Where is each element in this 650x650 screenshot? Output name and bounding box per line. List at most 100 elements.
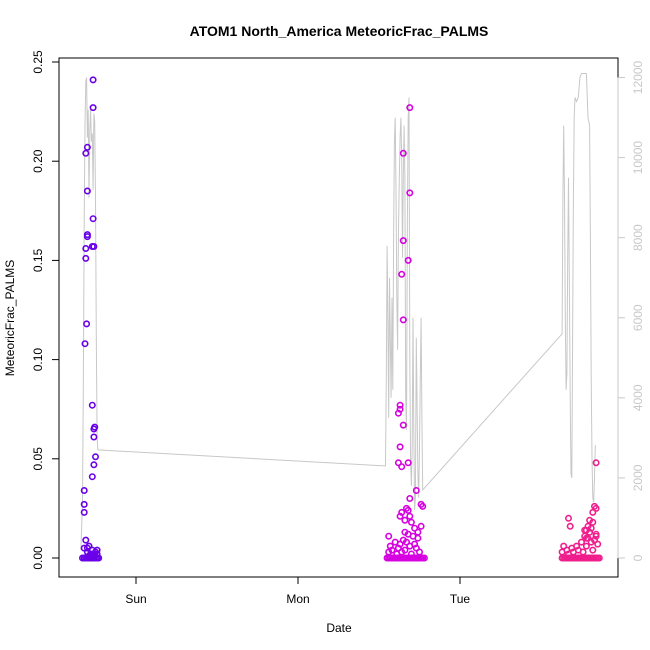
data-point bbox=[396, 401, 404, 409]
data-point bbox=[404, 256, 412, 264]
data-point bbox=[89, 215, 97, 223]
x-tick-label: Mon bbox=[286, 592, 309, 606]
data-point bbox=[394, 459, 402, 467]
data-point bbox=[582, 542, 590, 550]
data-point bbox=[564, 514, 572, 522]
data-point bbox=[92, 453, 100, 461]
data-point bbox=[82, 245, 90, 253]
data-point bbox=[417, 522, 425, 530]
data-point bbox=[589, 508, 597, 516]
data-point bbox=[80, 486, 88, 494]
data-point bbox=[398, 463, 406, 471]
data-point bbox=[83, 143, 91, 151]
data-point bbox=[91, 423, 99, 431]
data-point bbox=[406, 189, 414, 197]
data-point bbox=[420, 554, 428, 562]
data-point bbox=[83, 187, 91, 195]
data-point bbox=[399, 149, 407, 157]
data-point bbox=[80, 500, 88, 508]
data-point bbox=[582, 534, 590, 542]
data-point bbox=[80, 508, 88, 516]
data-point bbox=[406, 104, 414, 112]
data-point bbox=[594, 540, 602, 548]
y-axis-label: MeteoricFrac_PALMS bbox=[3, 260, 17, 376]
data-point bbox=[95, 554, 103, 562]
series-flight2 bbox=[383, 104, 428, 562]
data-point bbox=[404, 459, 412, 467]
y-tick-label: 0.20 bbox=[31, 149, 45, 173]
data-point bbox=[385, 532, 393, 540]
data-point bbox=[90, 243, 98, 251]
data-point bbox=[401, 516, 409, 524]
y2-tick-label: 10000 bbox=[631, 141, 645, 175]
data-point bbox=[85, 542, 93, 550]
data-point bbox=[396, 512, 404, 520]
data-point bbox=[90, 461, 98, 469]
data-point bbox=[402, 538, 410, 546]
data-point bbox=[399, 421, 407, 429]
data-point bbox=[582, 526, 590, 534]
data-point bbox=[412, 486, 420, 494]
data-point bbox=[88, 401, 96, 409]
data-point bbox=[592, 532, 600, 540]
data-point bbox=[566, 522, 574, 530]
data-point bbox=[586, 516, 594, 524]
data-point bbox=[401, 546, 409, 554]
data-point bbox=[407, 550, 415, 558]
data-point bbox=[83, 231, 91, 239]
data-point bbox=[396, 443, 404, 451]
data-point bbox=[398, 270, 406, 278]
plot-layer: Sun Mon Tue 0.00 0.05 0.10 0.15 0.20 0.25 0 2000 40… bbox=[31, 50, 645, 606]
data-point bbox=[83, 320, 91, 328]
data-point bbox=[592, 459, 600, 467]
data-point bbox=[399, 316, 407, 324]
data-point bbox=[411, 524, 419, 532]
y-tick-label: 0.25 bbox=[31, 50, 45, 74]
chart-title: ATOM1 North_America MeteoricFrac_PALMS bbox=[190, 23, 489, 39]
y2-tick-label: 6000 bbox=[631, 304, 645, 331]
data-point bbox=[592, 504, 600, 512]
y2-tick-label: 12000 bbox=[631, 61, 645, 95]
data-point bbox=[81, 340, 89, 348]
data-point bbox=[89, 104, 97, 112]
data-point bbox=[82, 536, 90, 544]
data-point bbox=[89, 76, 97, 84]
data-point bbox=[415, 548, 423, 556]
data-point bbox=[419, 502, 427, 510]
y-tick-label: 0.10 bbox=[31, 348, 45, 372]
data-point bbox=[82, 149, 90, 157]
data-point bbox=[595, 554, 603, 562]
altitude-line bbox=[80, 73, 597, 551]
data-point bbox=[406, 512, 414, 520]
data-point bbox=[407, 518, 415, 526]
data-point bbox=[88, 473, 96, 481]
data-point bbox=[93, 546, 101, 554]
data-point bbox=[398, 508, 406, 516]
data-point bbox=[82, 254, 90, 262]
data-point bbox=[399, 237, 407, 245]
x-tick-label: Sun bbox=[125, 592, 146, 606]
y2-tick-label: 4000 bbox=[631, 384, 645, 411]
x-tick-label: Tue bbox=[450, 592, 471, 606]
data-point bbox=[579, 548, 587, 556]
data-point bbox=[589, 546, 597, 554]
y-tick-label: 0.05 bbox=[31, 447, 45, 471]
y2-tick-label: 8000 bbox=[631, 224, 645, 251]
data-point bbox=[396, 405, 404, 413]
data-point bbox=[411, 540, 419, 548]
y2-tick-label: 0 bbox=[631, 554, 645, 561]
x-axis-label: Date bbox=[326, 621, 352, 635]
data-point bbox=[404, 506, 412, 514]
series-flight3 bbox=[558, 459, 603, 562]
data-point bbox=[577, 538, 585, 546]
data-point bbox=[90, 433, 98, 441]
y2-tick-label: 2000 bbox=[631, 464, 645, 491]
data-point bbox=[414, 528, 422, 536]
data-point bbox=[406, 494, 414, 502]
data-point bbox=[388, 546, 396, 554]
series-flight1 bbox=[79, 76, 103, 562]
y-tick-label: 0.15 bbox=[31, 248, 45, 272]
y-tick-label: 0.00 bbox=[31, 546, 45, 570]
